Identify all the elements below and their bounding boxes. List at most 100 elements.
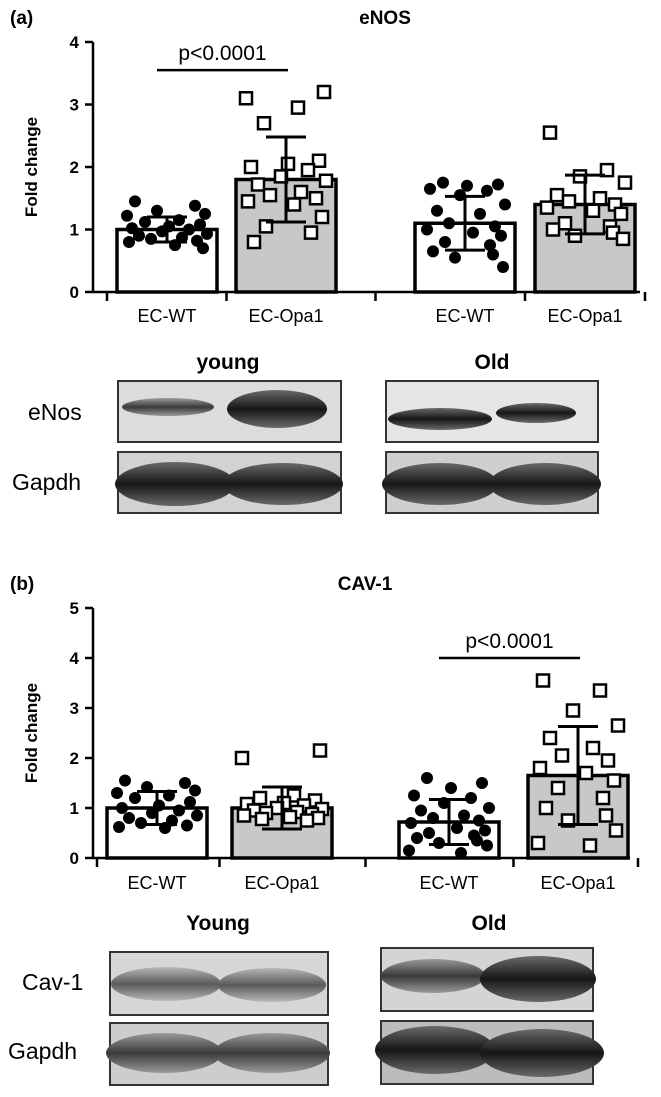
point-g0-7 [184, 796, 196, 808]
point-g1-9 [318, 173, 334, 188]
y-tick-label-1: 1 [70, 799, 79, 818]
point-g1-15 [286, 197, 302, 212]
point-g2-2 [461, 179, 473, 192]
point-g1-19 [246, 234, 262, 250]
point-g2-17 [487, 248, 499, 261]
point-g1-0 [316, 84, 332, 100]
blot-a-old-enos-image [385, 380, 599, 443]
point-g2-1 [476, 777, 488, 789]
point-g3-2 [565, 703, 581, 718]
point-g3-13 [538, 800, 554, 816]
point-g3-16 [615, 231, 631, 247]
point-g2-9 [427, 812, 439, 824]
blot-b-young-cav1-image [109, 951, 329, 1016]
point-g1-14 [240, 194, 256, 209]
point-g3-8 [532, 760, 548, 776]
blot-a-row-enos: eNos [28, 399, 82, 425]
point-g0-3 [199, 207, 211, 220]
point-g0-13 [133, 229, 145, 242]
y-tick-label-5: 5 [70, 599, 79, 618]
point-g2-20 [403, 844, 415, 857]
point-g2-8 [458, 809, 470, 822]
point-g2-14 [423, 827, 435, 839]
blot-a-young-gapdh-image [115, 451, 343, 514]
point-g0-11 [146, 807, 158, 819]
point-g0-10 [173, 804, 185, 817]
point-g1-12 [262, 187, 278, 203]
point-g2-3 [408, 789, 420, 802]
point-g0-10 [183, 223, 195, 236]
blot-panel-a: young Old eNos Gapdh [12, 351, 601, 514]
point-g0-1 [179, 777, 191, 789]
point-g3-0 [542, 125, 558, 140]
point-g1-5 [280, 156, 296, 172]
point-g3-8 [539, 200, 555, 215]
chart-title: CAV-1 [338, 574, 393, 595]
y-tick-label-0: 0 [70, 283, 79, 302]
x-tick-label-2: EC-WT [420, 873, 479, 893]
blot-b-group-old: Old [472, 912, 507, 935]
x-tick-label-2: EC-WT [436, 306, 495, 326]
point-g3-5 [585, 740, 601, 756]
y-axis-label: Fold change [22, 117, 41, 217]
x-tick-label-0: EC-WT [128, 873, 187, 893]
blot-b-row-gapdh: Gapdh [8, 1038, 77, 1064]
point-g2-11 [421, 223, 433, 236]
point-g1-14 [236, 808, 252, 823]
blot-a-row-gapdh: Gapdh [12, 469, 81, 495]
point-g1-16 [314, 209, 330, 225]
y-tick-label-1: 1 [70, 221, 79, 240]
chart-enos: eNOS Fold change 0 1 2 3 4 EC-WT EC-Opa1 EC-WT EC-… [22, 8, 647, 326]
point-g2-14 [439, 236, 451, 248]
point-g3-1 [592, 683, 608, 698]
y-tick-label-3: 3 [70, 699, 79, 718]
blot-b-young-gapdh-image [106, 1022, 330, 1086]
point-g0-17 [123, 236, 135, 248]
panel-a-label: (a) [10, 8, 33, 29]
point-g2-9 [443, 217, 455, 230]
point-g3-10 [613, 206, 629, 222]
point-g1-3 [252, 790, 268, 806]
point-g2-1 [492, 178, 504, 191]
point-g3-7 [600, 753, 616, 768]
point-g2-2 [445, 782, 457, 794]
blot-a-young-enos-image [117, 380, 342, 443]
point-g2-15 [484, 239, 496, 252]
point-g0-1 [189, 199, 201, 212]
point-g3-6 [561, 194, 577, 209]
point-g2-12 [451, 822, 463, 834]
x-tick-label-3: EC-Opa1 [540, 873, 615, 893]
point-g1-7 [300, 162, 316, 178]
point-g2-4 [481, 184, 493, 197]
point-g0-7 [194, 218, 206, 231]
point-g1-2 [290, 100, 306, 115]
x-tick-label-0: EC-WT [138, 306, 197, 326]
y-tick-label-2: 2 [70, 749, 79, 768]
point-g0-6 [139, 216, 151, 228]
point-g1-15 [282, 809, 298, 825]
blot-b-old-gapdh-image [375, 1020, 604, 1085]
point-g2-19 [497, 261, 509, 273]
point-g2-7 [415, 804, 427, 817]
point-g1-3 [256, 116, 272, 131]
blot-b-row-cav1: Cav-1 [22, 969, 83, 995]
point-g3-14 [598, 808, 614, 823]
point-g0-17 [113, 821, 125, 833]
point-g3-15 [567, 228, 583, 243]
point-g2-16 [427, 245, 439, 258]
point-g1-0 [312, 743, 328, 758]
point-g2-6 [483, 802, 495, 814]
point-g2-12 [467, 226, 479, 239]
point-g0-11 [156, 225, 168, 238]
chart-cav1: CAV-1 Fold change 0 1 2 3 4 5 EC-WT EC-Opa1 EC-WT E… [22, 574, 640, 893]
point-g0-4 [111, 787, 123, 799]
blot-panel-b: Young Old Cav-1 Gapdh [8, 912, 604, 1086]
point-g3-6 [554, 748, 570, 763]
point-g3-4 [542, 730, 558, 746]
blot-b-group-young: Young [186, 912, 250, 935]
point-g1-18 [299, 813, 315, 828]
point-g0-12 [191, 809, 203, 822]
point-g2-3 [424, 182, 436, 195]
point-g2-19 [481, 839, 493, 852]
point-g2-0 [437, 176, 449, 189]
